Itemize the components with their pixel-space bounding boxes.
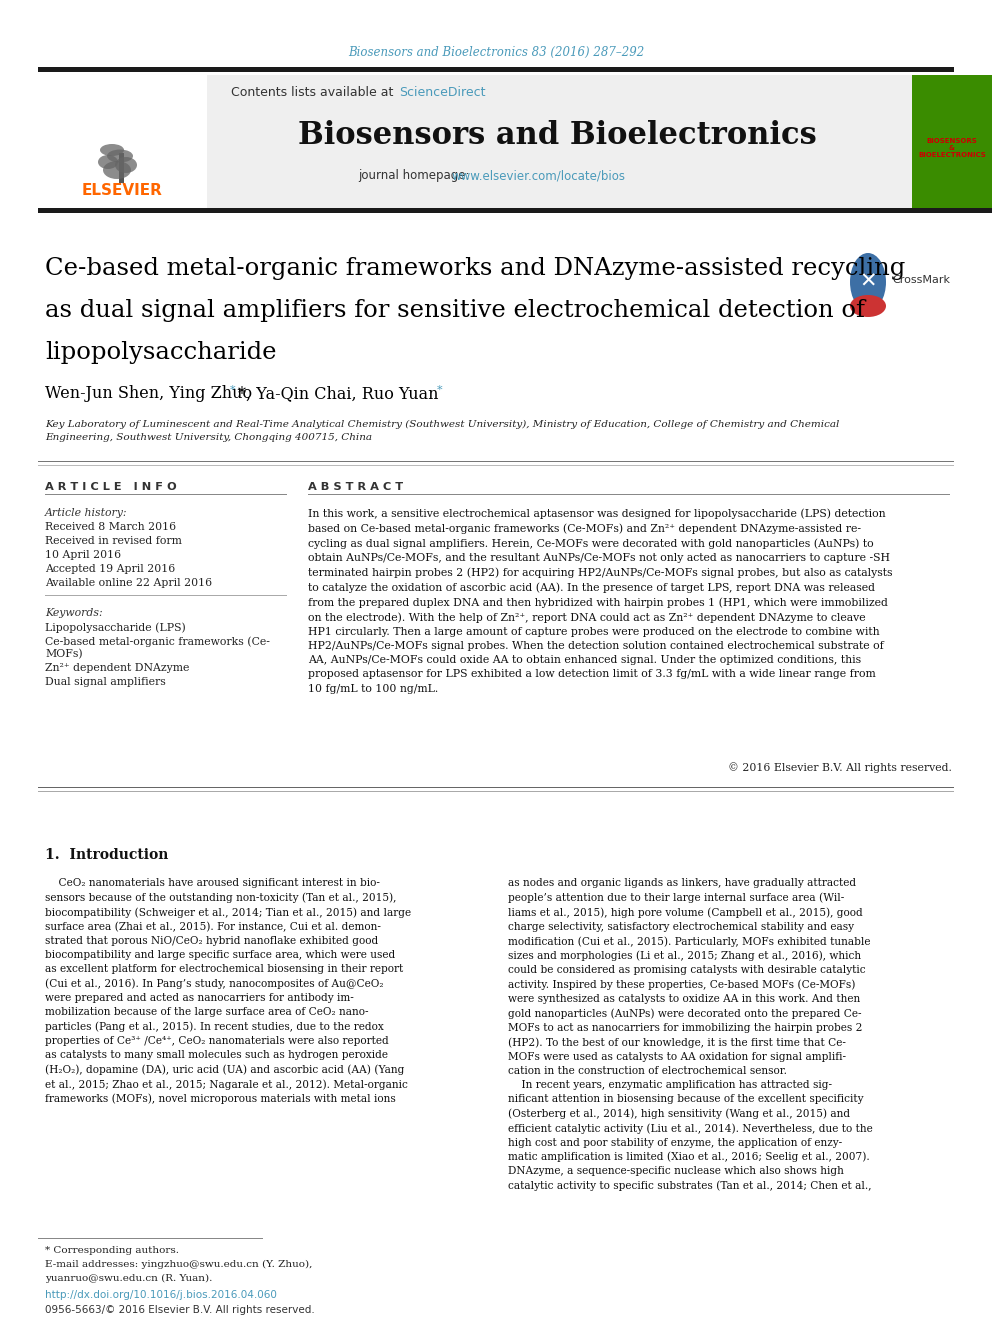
Ellipse shape [115, 157, 137, 173]
Text: Ce-based metal-organic frameworks (Ce-: Ce-based metal-organic frameworks (Ce- [45, 636, 270, 647]
Text: lipopolysaccharide: lipopolysaccharide [45, 340, 277, 364]
Text: Received in revised form: Received in revised form [45, 536, 182, 546]
Text: as nodes and organic ligands as linkers, have gradually attracted
people’s atten: as nodes and organic ligands as linkers,… [508, 878, 873, 1191]
Bar [207, 75, 912, 210]
Text: Received 8 March 2016: Received 8 March 2016 [45, 523, 177, 532]
Bar [38, 208, 992, 213]
Text: Zn²⁺ dependent DNAzyme: Zn²⁺ dependent DNAzyme [45, 663, 189, 673]
Text: Contents lists available at: Contents lists available at [230, 86, 397, 99]
Bar [912, 75, 992, 210]
Text: A R T I C L E   I N F O: A R T I C L E I N F O [45, 482, 177, 492]
Text: 1.  Introduction: 1. Introduction [45, 848, 169, 863]
Text: In this work, a sensitive electrochemical aptasensor was designed for lipopolysa: In this work, a sensitive electrochemica… [308, 508, 893, 693]
Text: MOFs): MOFs) [45, 650, 82, 659]
Text: Keywords:: Keywords: [45, 609, 102, 618]
Text: CrossMark: CrossMark [892, 275, 950, 284]
Text: Ce-based metal-organic frameworks and DNAzyme-assisted recycling: Ce-based metal-organic frameworks and DN… [45, 257, 906, 279]
Text: Biosensors and Bioelectronics: Biosensors and Bioelectronics [298, 120, 816, 152]
Ellipse shape [100, 144, 124, 156]
Text: CeO₂ nanomaterials have aroused significant interest in bio-
sensors because of : CeO₂ nanomaterials have aroused signific… [45, 878, 411, 1105]
Ellipse shape [103, 161, 131, 179]
Bar [38, 67, 954, 71]
Ellipse shape [850, 253, 886, 311]
Text: ELSEVIER: ELSEVIER [81, 183, 163, 198]
Text: Article history:: Article history: [45, 508, 128, 519]
Text: Dual signal amplifiers: Dual signal amplifiers [45, 677, 166, 687]
Text: *: * [230, 385, 236, 396]
Text: ScienceDirect: ScienceDirect [399, 86, 485, 99]
Text: journal homepage:: journal homepage: [358, 169, 473, 183]
Text: Available online 22 April 2016: Available online 22 April 2016 [45, 578, 212, 587]
Text: *, Ya-Qin Chai, Ruo Yuan: *, Ya-Qin Chai, Ruo Yuan [238, 385, 443, 402]
Bar [38, 786, 954, 789]
Text: Key Laboratory of Luminescent and Real-Time Analytical Chemistry (Southwest Univ: Key Laboratory of Luminescent and Real-T… [45, 419, 839, 442]
Bar [119, 153, 124, 183]
Text: as dual signal amplifiers for sensitive electrochemical detection of: as dual signal amplifiers for sensitive … [45, 299, 865, 321]
Text: A B S T R A C T: A B S T R A C T [308, 482, 403, 492]
Text: Wen-Jun Shen, Ying Zhuo: Wen-Jun Shen, Ying Zhuo [45, 385, 257, 402]
Text: www.elsevier.com/locate/bios: www.elsevier.com/locate/bios [452, 169, 626, 183]
Ellipse shape [107, 149, 133, 163]
Text: * Corresponding authors.: * Corresponding authors. [45, 1246, 179, 1256]
Text: E-mail addresses: yingzhuo@swu.edu.cn (Y. Zhuo),: E-mail addresses: yingzhuo@swu.edu.cn (Y… [45, 1259, 312, 1269]
Bar [38, 460, 954, 462]
Ellipse shape [98, 155, 118, 169]
Text: Lipopolysaccharide (LPS): Lipopolysaccharide (LPS) [45, 622, 186, 632]
Text: 10 April 2016: 10 April 2016 [45, 550, 121, 560]
Ellipse shape [850, 295, 886, 318]
Text: BIOSENSORS
&
BIOELECTRONICS: BIOSENSORS & BIOELECTRONICS [919, 138, 986, 157]
Text: yuanruo@swu.edu.cn (R. Yuan).: yuanruo@swu.edu.cn (R. Yuan). [45, 1274, 212, 1283]
Bar [38, 75, 207, 210]
Text: *: * [437, 385, 442, 396]
Text: Biosensors and Bioelectronics 83 (2016) 287–292: Biosensors and Bioelectronics 83 (2016) … [348, 45, 644, 58]
Text: ✕: ✕ [859, 273, 877, 292]
Text: Accepted 19 April 2016: Accepted 19 April 2016 [45, 564, 176, 574]
Text: 0956-5663/© 2016 Elsevier B.V. All rights reserved.: 0956-5663/© 2016 Elsevier B.V. All right… [45, 1304, 314, 1315]
Text: http://dx.doi.org/10.1016/j.bios.2016.04.060: http://dx.doi.org/10.1016/j.bios.2016.04… [45, 1290, 277, 1301]
Text: © 2016 Elsevier B.V. All rights reserved.: © 2016 Elsevier B.V. All rights reserved… [728, 762, 952, 773]
